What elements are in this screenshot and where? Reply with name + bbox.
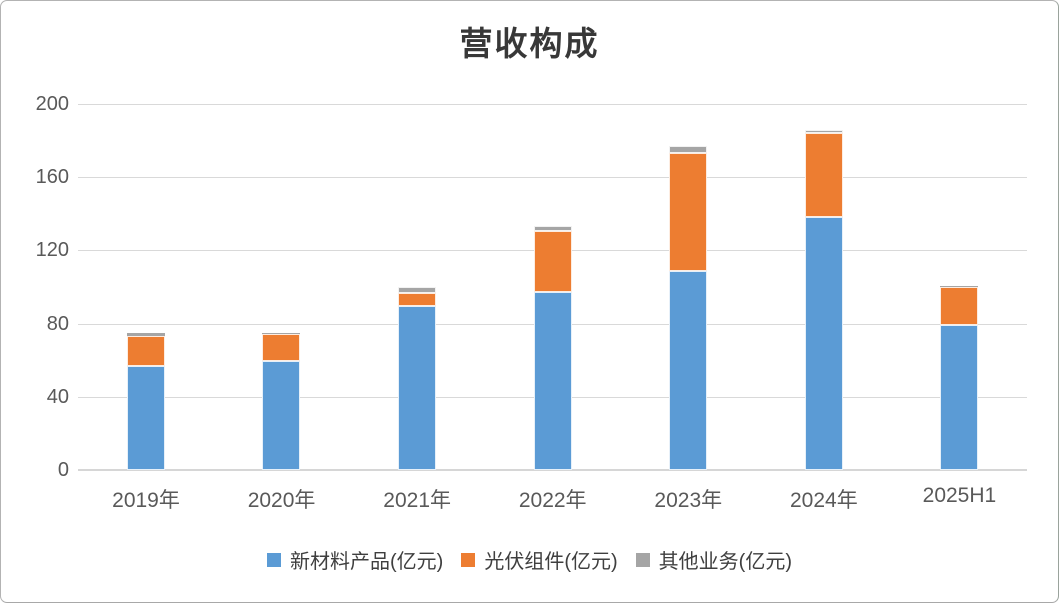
x-tick-label: 2022年 xyxy=(518,489,587,512)
x-tick-label: 2023年 xyxy=(654,489,723,512)
plot-area xyxy=(78,104,1027,471)
legend-label: 新材料产品(亿元) xyxy=(290,551,444,573)
y-tick-label: 0 xyxy=(57,459,69,481)
legend-item-other-business: 其他业务(亿元) xyxy=(635,545,792,574)
bar-segment-other-business xyxy=(397,287,436,293)
legend-label: 其他业务(亿元) xyxy=(658,551,792,573)
legend-item-pv-modules: 光伏组件(亿元) xyxy=(461,545,618,574)
bar-segment-pv-modules xyxy=(669,153,708,272)
bar-segment-other-business xyxy=(126,332,165,336)
bar-segment-new-materials xyxy=(126,365,165,470)
bar-segment-pv-modules xyxy=(262,333,301,362)
legend-swatch-icon xyxy=(267,552,281,567)
gridline xyxy=(78,177,1027,179)
bar-segment-new-materials xyxy=(397,306,436,470)
bar-segment-other-business xyxy=(262,332,301,334)
x-tick-label: 2019年 xyxy=(112,489,180,512)
bar-segment-new-materials xyxy=(262,361,301,470)
bar-segment-other-business xyxy=(533,225,572,232)
bar-segment-pv-modules xyxy=(533,231,572,292)
gridline xyxy=(78,469,1027,471)
chart-title: 营收构成 xyxy=(459,24,600,63)
bar-segment-other-business xyxy=(804,129,843,134)
y-tick-label: 200 xyxy=(35,93,69,115)
gridline xyxy=(78,104,1027,105)
x-tick-label: 2020年 xyxy=(247,489,316,512)
y-tick-label: 40 xyxy=(46,385,69,408)
bar-segment-other-business xyxy=(940,286,979,287)
legend-swatch-icon xyxy=(635,552,650,567)
bar-segment-new-materials xyxy=(669,271,708,470)
y-tick-label: 160 xyxy=(35,166,69,189)
y-tick-label: 80 xyxy=(46,312,69,335)
legend-label: 光伏组件(亿元) xyxy=(484,551,618,573)
legend-item-new-materials: 新材料产品(亿元) xyxy=(267,545,443,574)
bar-segment-pv-modules xyxy=(804,133,843,217)
x-tick-label: 2025H1 xyxy=(922,484,997,507)
x-tick-label: 2021年 xyxy=(383,489,451,512)
legend: 新材料产品(亿元) 光伏组件(亿元) 其他业务(亿元) xyxy=(1,545,1058,574)
bar-segment-pv-modules xyxy=(397,292,436,307)
bar-segment-new-materials xyxy=(940,325,979,470)
bar-segment-new-materials xyxy=(533,291,572,470)
y-tick-label: 120 xyxy=(35,239,69,262)
bar-segment-other-business xyxy=(669,146,708,154)
bar-segment-pv-modules xyxy=(940,287,979,326)
bar-segment-pv-modules xyxy=(126,335,165,366)
legend-swatch-icon xyxy=(461,552,476,567)
bar-segment-new-materials xyxy=(804,216,843,470)
x-tick-label: 2024年 xyxy=(789,489,858,512)
